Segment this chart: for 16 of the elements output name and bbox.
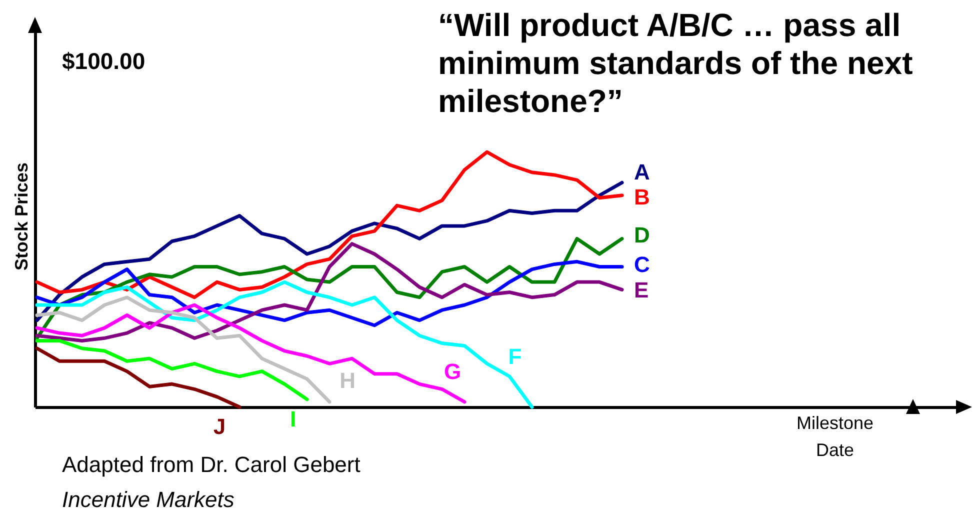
series-label: D [634,222,650,248]
series-label: F [508,344,522,369]
y-axis-title: Stock Prices [12,162,32,271]
text: Incentive Markets [62,487,234,513]
series-label: J [213,414,226,439]
chart-title: “Will product A/B/C … pass all minimum standards of the next milestone?” [438,6,913,120]
series-label: G [444,358,462,384]
text: $100.00 [62,48,146,75]
series-label: A [634,160,650,185]
series-label: B [634,184,650,210]
series-label: H [340,368,356,393]
series-label: I [290,406,296,432]
series-label: C [634,252,650,277]
text: Adapted from Dr. Carol Gebert [62,452,360,478]
text: Milestone Date [795,412,875,462]
series-label: E [634,278,649,303]
